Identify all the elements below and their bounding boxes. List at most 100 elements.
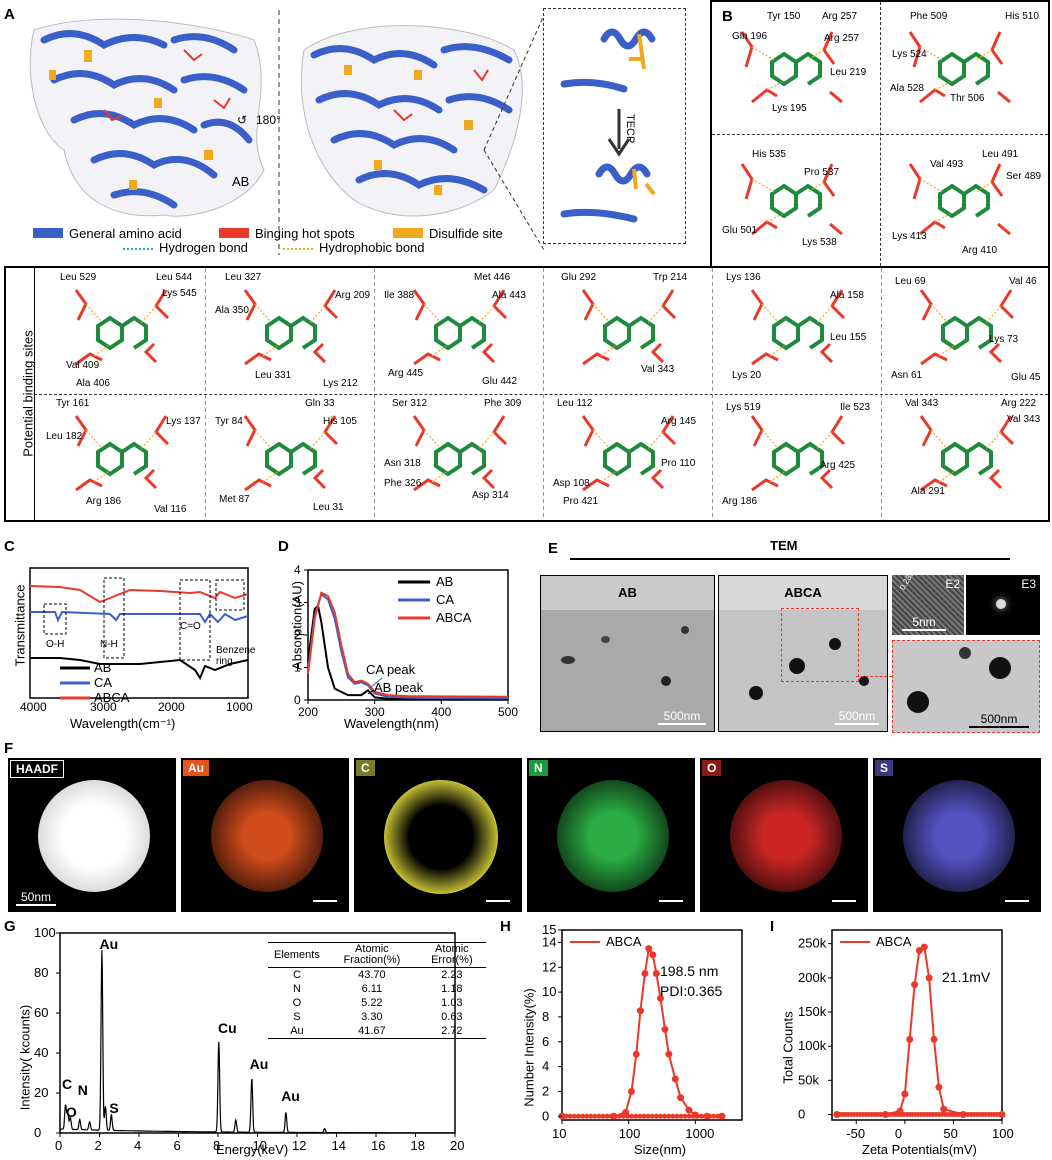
residue-label: Met 446 (474, 272, 511, 283)
zeta-ytick: 150k (798, 1004, 827, 1019)
tem-inset-e2: E2 0.235nm 5nm (892, 575, 964, 635)
dls-ylabel: Number Intensity(%) (521, 988, 537, 1107)
eds-xtick: 10 (253, 1138, 267, 1153)
residue-label: Ala 350 (215, 305, 249, 316)
dls-point (661, 1025, 669, 1033)
zeta-xtick: 100 (992, 1126, 1014, 1141)
ab-peak-annotation: AB peak (374, 680, 424, 695)
residue-label: Val 343 (641, 364, 675, 375)
dls-point (627, 1087, 635, 1095)
residue-label: Asn 318 (384, 458, 421, 469)
eds-ytick: 60 (34, 1005, 48, 1020)
zeta-legend: ABCA (876, 934, 912, 949)
docking-pose-b-2: His 535 Pro 537 Glu 501 Lys 538 (722, 149, 843, 248)
table-row: S 3.30 0.63 (268, 1010, 486, 1024)
eds-xtick: 16 (371, 1138, 385, 1153)
protein-front-view (29, 18, 265, 217)
residue-label: Tyr 84 (215, 416, 243, 427)
residue-label: Lys 524 (892, 49, 927, 60)
map-scale-bar (486, 900, 510, 902)
eds-map-c: C (354, 758, 522, 912)
residue-label: Ser 489 (1006, 171, 1041, 182)
table-cell: 1.18 (441, 983, 463, 995)
binding-sites-panel: Potential binding sites Leu 529 Leu 544 Ly… (4, 266, 1050, 522)
residue-label: Lys 545 (162, 288, 197, 299)
abs-series-ab (307, 603, 509, 701)
dls-xtick: 100 (619, 1126, 641, 1141)
residue-label: Leu 327 (225, 272, 262, 283)
eds-peak-label: Au (281, 1088, 300, 1104)
residue-label: His 510 (1005, 11, 1039, 22)
zeta-xlabel: Zeta Potentials(mV) (862, 1142, 977, 1157)
residue-label: Ala 291 (911, 486, 945, 497)
dls-point (636, 1007, 644, 1015)
residue-label: Pro 421 (563, 496, 598, 507)
abs-series-ca (307, 592, 509, 700)
residue-label: Asp 314 (472, 490, 509, 501)
zeta-point (940, 1105, 948, 1113)
residue-label: Leu 529 (60, 272, 97, 283)
zeta-point (915, 947, 923, 955)
abs-ytick: 1 (294, 661, 301, 675)
abs-ytick: 0 (294, 693, 301, 707)
dls-ytick: 0 (542, 1108, 549, 1123)
table-row: O 5.22 1.03 (268, 996, 486, 1010)
panel-label-b: B (722, 8, 733, 25)
legend-disulfide: Disulfide site (429, 226, 503, 241)
zeta-point (935, 1083, 943, 1091)
binding-site-1-2: Ser 312 Phe 309 Asp 314 Asn 318 Phe 326 (374, 394, 522, 520)
residue-label: Leu 182 (46, 431, 83, 442)
binding-site-1-4: Lys 519 Ile 523 Arg 425 Arg 186 (712, 394, 870, 520)
map-label: HAADF (10, 760, 64, 778)
eds-map-s: S (873, 758, 1041, 912)
eds-ytick: 80 (34, 965, 48, 980)
tecp-label: TECP (624, 114, 636, 144)
map-scale-bar (832, 900, 856, 902)
dls-ytick: 12 (542, 959, 556, 974)
inset-label-e3: E3 (1021, 577, 1036, 591)
residue-label: Leu 331 (255, 370, 292, 381)
ftir-chart (29, 567, 249, 700)
residue-label: Phe 509 (910, 11, 948, 22)
binding-site-1-5: Val 343 Arg 222 Val 343 Ala 291 (881, 394, 1041, 520)
map-scale-bar (1005, 900, 1029, 902)
legend-swatch-general (33, 228, 63, 238)
legend-hotspots: Binging hot spots (255, 226, 355, 241)
band-benzene: Benzene ring (216, 645, 256, 667)
zeta-annotation: 21.1mV (942, 969, 991, 985)
abs-series-abca (307, 591, 509, 698)
zeta-xtick: 50 (943, 1126, 957, 1141)
panel-label-i: I (770, 918, 775, 935)
residue-label: Lys 73 (989, 334, 1019, 345)
residue-label: Glu 45 (1011, 372, 1041, 383)
dls-point (671, 1075, 679, 1083)
tem-title: TEM (770, 538, 798, 553)
panel-label-g: G (4, 918, 16, 935)
residue-label: Tyr 150 (767, 11, 801, 22)
residue-label: Arg 209 (335, 290, 370, 301)
series-ab-line (30, 657, 249, 681)
tem-zoom: 500nm (892, 640, 1040, 733)
zeta-point (925, 974, 933, 982)
scale-zoom: 500nm (969, 712, 1029, 728)
dls-point (652, 969, 660, 977)
abs-ytick: 3 (294, 596, 301, 610)
zeta-ytick: 200k (798, 970, 827, 985)
zeta-point (901, 1090, 909, 1098)
residue-label: Arg 145 (661, 416, 696, 427)
dls-ytick: 14 (542, 934, 556, 949)
residue-label: His 105 (323, 416, 357, 427)
dls-ytick: 8 (542, 1009, 549, 1024)
residue-label: Ala 443 (492, 290, 526, 301)
ftir-ylabel: Transmittance (12, 584, 28, 667)
th-elements: Elements (274, 949, 320, 961)
protein-back-view (301, 25, 523, 217)
residue-label: Phe 309 (484, 398, 522, 409)
abs-legend-ab: AB (436, 574, 453, 589)
table-cell: 2.72 (441, 1025, 463, 1037)
binding-site-0-3: Glu 292 Trp 214 Val 343 (543, 268, 688, 394)
abs-legend-abca: ABCA (436, 610, 472, 625)
map-label: C (356, 760, 375, 776)
